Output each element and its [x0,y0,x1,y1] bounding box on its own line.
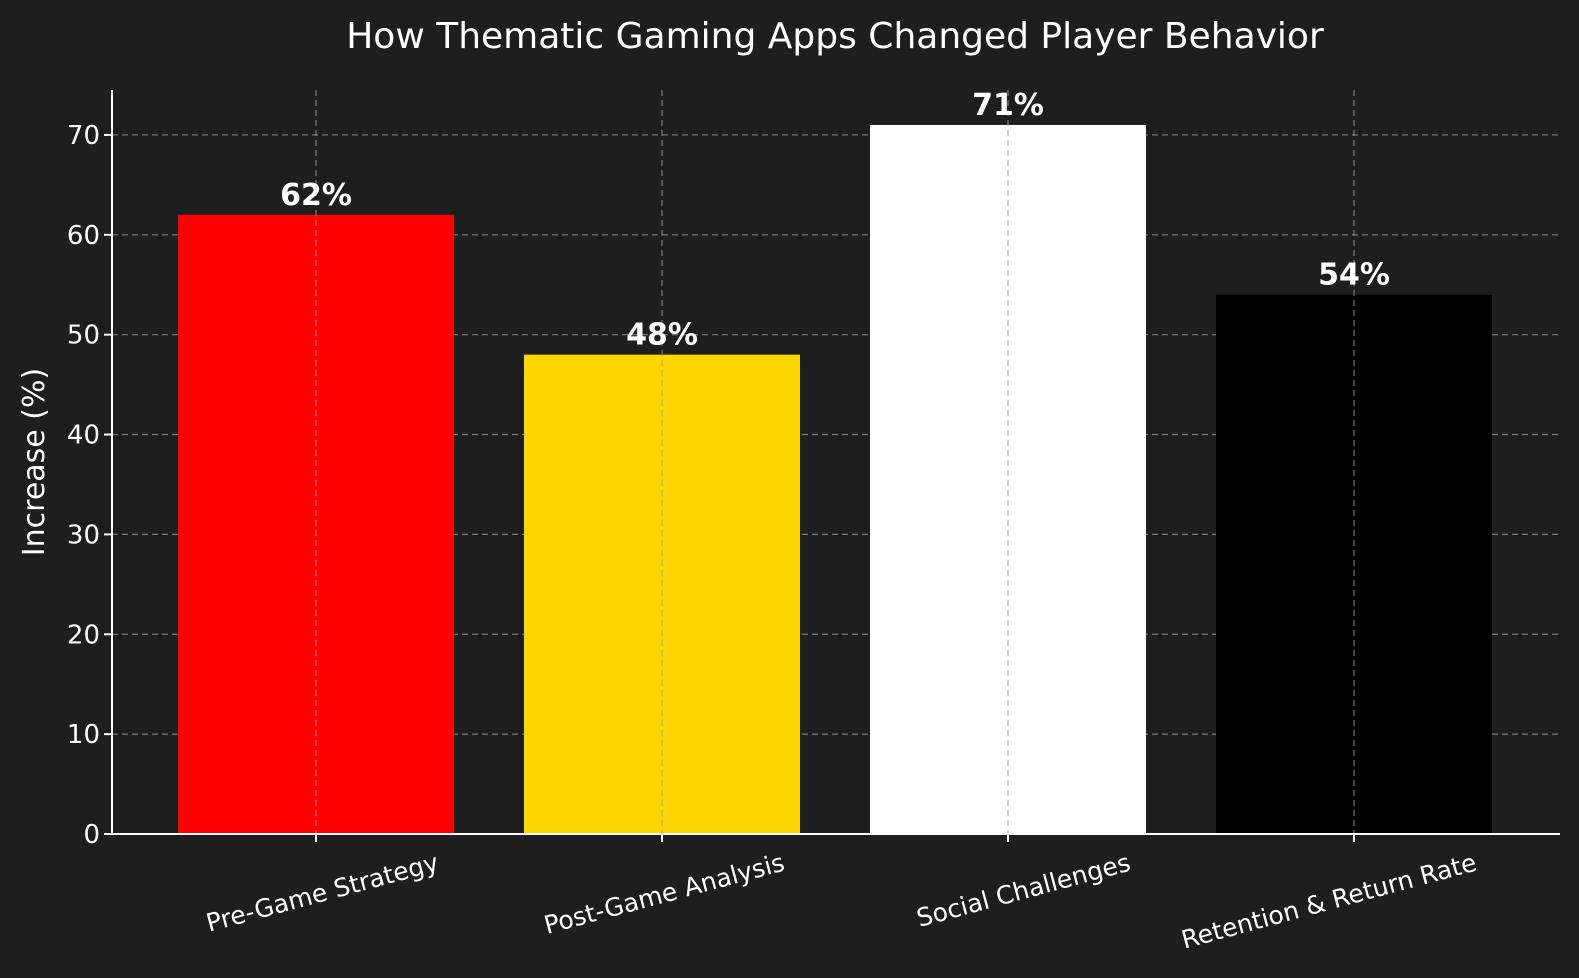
chart-title: How Thematic Gaming Apps Changed Player … [346,16,1324,57]
y-tick-label: 30 [67,520,100,550]
y-tick-label: 70 [67,121,100,151]
y-tick-label: 50 [67,321,100,351]
x-tick-label: Post-Game Analysis [541,848,788,940]
y-ticks: 0 10 20 30 40 50 60 70 [67,121,112,850]
data-label: 54% [1318,258,1390,293]
data-labels: 62% 48% 71% 54% [280,88,1390,353]
x-tick-label: Retention & Return Rate [1178,848,1479,955]
x-ticks: Pre-Game Strategy Post-Game Analysis Socia… [203,834,1480,955]
data-label: 62% [280,178,352,213]
y-tick-label: 0 [83,820,100,850]
y-tick-label: 20 [67,620,100,650]
data-label: 71% [972,88,1044,123]
x-tick-label: Pre-Game Strategy [203,848,442,938]
bars [178,124,1492,835]
x-tick-label: Social Challenges [913,848,1133,933]
y-tick-label: 40 [67,421,100,451]
axes [111,90,1560,835]
data-label: 48% [626,318,698,353]
y-axis-label: Increase (%) [17,368,52,556]
y-tick-label: 10 [67,720,100,750]
vertical-gridlines [315,90,1355,834]
y-tick-label: 60 [67,221,100,251]
